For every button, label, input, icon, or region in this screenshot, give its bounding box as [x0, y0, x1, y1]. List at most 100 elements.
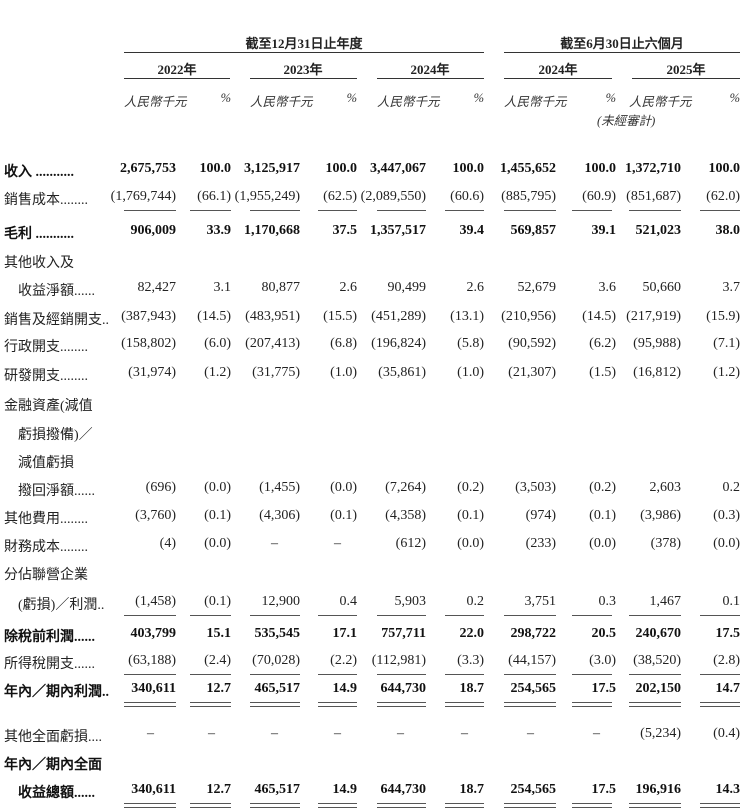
underline-rule — [318, 210, 357, 211]
underline-rule — [190, 807, 231, 808]
underline-rule — [318, 702, 357, 703]
percent-cell: 100.0 — [584, 161, 617, 176]
underline-rule — [377, 706, 426, 707]
amount-cell: 569,857 — [510, 223, 557, 238]
row-label: 收益淨額...... — [4, 284, 95, 299]
percent-cell: 100.0 — [325, 161, 358, 176]
amount-cell: 1,467 — [649, 594, 682, 609]
percent-cell: (15.9) — [706, 309, 740, 324]
percent-cell: – — [208, 726, 215, 741]
header-annual-period: 截至12月31日止年度 — [245, 36, 363, 51]
underline-rule — [250, 803, 300, 804]
row-label: 撥回淨額...... — [4, 484, 95, 499]
percent-cell: 0.3 — [598, 594, 617, 609]
underline-rule — [445, 706, 484, 707]
amount-cell: (207,413) — [245, 336, 300, 351]
percent-cell: (0.0) — [204, 480, 231, 495]
unit-amount-label: 人民幣千元 — [504, 95, 567, 109]
underline-rule — [124, 210, 176, 211]
underline-rule — [629, 615, 681, 616]
amount-cell: (3,760) — [135, 508, 176, 523]
amount-cell: 3,125,917 — [244, 161, 300, 176]
amount-cell: 254,565 — [510, 681, 557, 696]
amount-cell: (16,812) — [633, 365, 681, 380]
amount-cell: (378) — [650, 536, 681, 551]
percent-cell: 100.0 — [452, 161, 485, 176]
underline-rule — [190, 702, 231, 703]
year-rule — [124, 78, 230, 79]
amount-cell: (1,955,249) — [234, 189, 300, 204]
unit-pct-label: % — [220, 91, 231, 105]
year-header-2023: 2023年 — [283, 62, 323, 77]
percent-cell: 22.0 — [459, 626, 485, 641]
header-interim-period: 截至6月30日止六個月 — [560, 36, 684, 51]
row-label: 減值虧損 — [4, 456, 74, 471]
underline-rule — [504, 807, 556, 808]
row-label: 年內／期內利潤.. — [4, 685, 109, 700]
amount-cell: (196,824) — [371, 336, 426, 351]
underline-rule — [377, 702, 426, 703]
row-label: (虧損)／利潤.. — [4, 598, 105, 613]
row-label: 其他費用........ — [4, 512, 88, 527]
underline-rule — [700, 807, 740, 808]
percent-cell: (3.3) — [457, 653, 484, 668]
percent-cell: – — [461, 726, 468, 741]
amount-cell: – — [271, 726, 278, 741]
percent-cell: 38.0 — [715, 223, 741, 238]
row-label: 研發開支........ — [4, 369, 88, 384]
percent-cell: (0.3) — [713, 508, 740, 523]
percent-cell: 12.7 — [206, 681, 232, 696]
amount-cell: 644,730 — [380, 681, 427, 696]
amount-cell: 1,357,517 — [370, 223, 426, 238]
underline-rule — [250, 210, 300, 211]
amount-cell: (5,234) — [640, 726, 681, 741]
percent-cell: (3.0) — [589, 653, 616, 668]
percent-cell: (60.9) — [582, 189, 616, 204]
row-label: 銷售成本........ — [4, 193, 88, 208]
amount-cell: – — [271, 536, 278, 551]
underline-rule — [190, 674, 231, 675]
underline-rule — [504, 615, 556, 616]
amount-cell: 52,679 — [517, 280, 557, 295]
percent-cell: 0.4 — [339, 594, 358, 609]
row-label: 金融資產(減值 — [4, 399, 93, 414]
underline-rule — [318, 706, 357, 707]
percent-cell: 39.4 — [459, 223, 485, 238]
percent-cell: 2.6 — [339, 280, 358, 295]
row-label: 行政開支........ — [4, 340, 88, 355]
amount-cell: (387,943) — [121, 309, 176, 324]
percent-cell: (0.1) — [330, 508, 357, 523]
amount-cell: 340,611 — [131, 782, 176, 797]
percent-cell: (0.0) — [330, 480, 357, 495]
unit-amount-label: 人民幣千元 — [250, 95, 313, 109]
row-label: 除稅前利潤...... — [4, 630, 95, 645]
percent-cell: 37.5 — [332, 223, 358, 238]
underline-rule — [504, 803, 556, 804]
percent-cell: (0.1) — [204, 508, 231, 523]
percent-cell: (0.4) — [713, 726, 740, 741]
percent-cell: 33.9 — [206, 223, 232, 238]
underline-rule — [250, 615, 300, 616]
amount-cell: 3,751 — [524, 594, 557, 609]
amount-cell: (483,951) — [245, 309, 300, 324]
percent-cell: 3.7 — [722, 280, 741, 295]
underline-rule — [445, 803, 484, 804]
percent-cell: 17.5 — [591, 681, 617, 696]
amount-cell: (3,503) — [515, 480, 556, 495]
percent-cell: 17.1 — [332, 626, 358, 641]
amount-cell: (70,028) — [252, 653, 300, 668]
percent-cell: 0.2 — [722, 480, 741, 495]
amount-cell: (31,775) — [252, 365, 300, 380]
amount-cell: (851,687) — [626, 189, 681, 204]
underline-rule — [445, 615, 484, 616]
underline-rule — [250, 807, 300, 808]
row-label: 銷售及經銷開支.. — [4, 313, 109, 328]
percent-cell: (0.2) — [589, 480, 616, 495]
underline-rule — [629, 803, 681, 804]
amount-cell: 644,730 — [380, 782, 427, 797]
underline-rule — [629, 706, 681, 707]
percent-cell: – — [334, 726, 341, 741]
amount-cell: (451,289) — [371, 309, 426, 324]
underline-rule — [445, 702, 484, 703]
percent-cell: (1.0) — [457, 365, 484, 380]
